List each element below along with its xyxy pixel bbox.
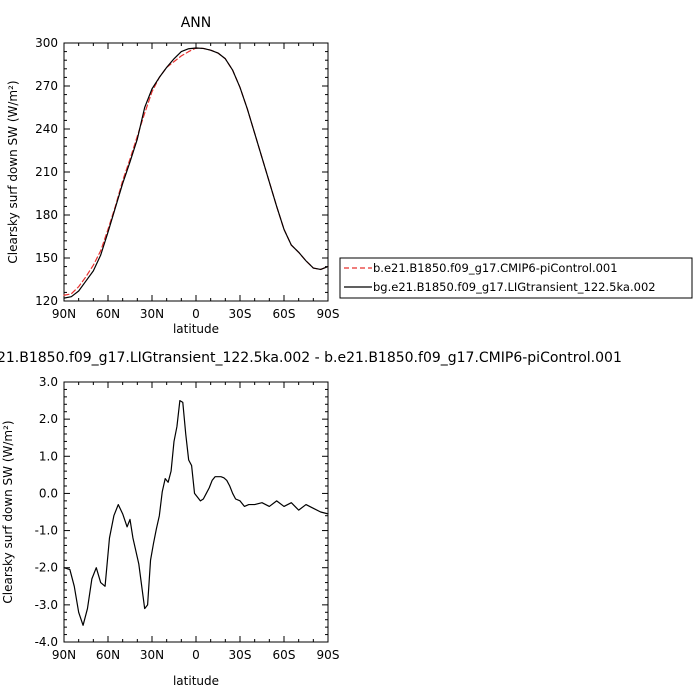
top-chart: ANN 90N 60N 30N 0 30S 60S 90S 120 150 180 210 240 27… — [6, 15, 339, 336]
top-x-tick-label: 60S — [273, 307, 296, 321]
legend-label-pictrl: b.e21.B1850.f09_g17.CMIP6-piControl.001 — [373, 261, 618, 275]
bottom-x-tick-label: 90N — [52, 648, 76, 662]
bottom-y-tick-label: 0.0 — [39, 486, 58, 500]
bottom-plot-frame — [63, 381, 329, 643]
bottom-x-tick-label: 30N — [140, 648, 164, 662]
legend: b.e21.B1850.f09_g17.CMIP6-piControl.001 … — [339, 257, 693, 299]
bottom-x-tick-label: 90S — [317, 648, 340, 662]
bottom-y-tick-label: -2.0 — [35, 561, 58, 575]
top-y-axis-label: Clearsky surf down SW (W/m²) — [6, 80, 20, 263]
legend-box — [339, 257, 693, 299]
top-x-tick-label: 0 — [192, 307, 200, 321]
top-x-axis-label: latitude — [173, 322, 219, 336]
bottom-chart-title: bg.e21.B1850.f09_g17.LIGtransient_122.5k… — [0, 350, 622, 366]
top-x-tick-label: 60N — [96, 307, 120, 321]
top-y-tick-label: 180 — [35, 208, 58, 222]
top-y-tick-label: 150 — [35, 251, 58, 265]
top-y-tick-label: 270 — [35, 79, 58, 93]
top-series-line-0 — [63, 47, 329, 296]
top-y-tick-label: 210 — [35, 165, 58, 179]
top-x-tick-label: 90S — [317, 307, 340, 321]
bottom-x-axis-label: latitude — [173, 674, 219, 688]
bottom-series-line-0 — [63, 399, 329, 626]
bottom-x-tick-label: 0 — [192, 648, 200, 662]
top-x-tick-label: 90N — [52, 307, 76, 321]
top-x-tick-label: 30N — [140, 307, 164, 321]
top-chart-title: ANN — [181, 15, 212, 31]
bottom-y-axis-label: Clearsky surf down SW (W/m²) — [1, 420, 15, 603]
bottom-y-tick-label: 1.0 — [39, 449, 58, 463]
bottom-y-tick-label: -1.0 — [35, 524, 58, 538]
bottom-y-tick-label: -4.0 — [35, 635, 58, 649]
top-x-tick-label: 30S — [229, 307, 252, 321]
bottom-y-tick-label: -3.0 — [35, 598, 58, 612]
top-series-line-1 — [63, 47, 329, 299]
top-y-tick-label: 120 — [35, 294, 58, 308]
bottom-chart: bg.e21.B1850.f09_g17.LIGtransient_122.5k… — [0, 350, 622, 688]
bottom-x-tick-label: 30S — [229, 648, 252, 662]
top-y-tick-label: 300 — [35, 36, 58, 50]
bottom-y-tick-label: 2.0 — [39, 412, 58, 426]
bottom-y-tick-label: 3.0 — [39, 375, 58, 389]
top-plot-frame — [63, 42, 329, 302]
bottom-x-tick-label: 60N — [96, 648, 120, 662]
legend-label-lig: bg.e21.B1850.f09_g17.LIGtransient_122.5k… — [373, 280, 656, 294]
top-y-tick-label: 240 — [35, 122, 58, 136]
bottom-x-tick-label: 60S — [273, 648, 296, 662]
